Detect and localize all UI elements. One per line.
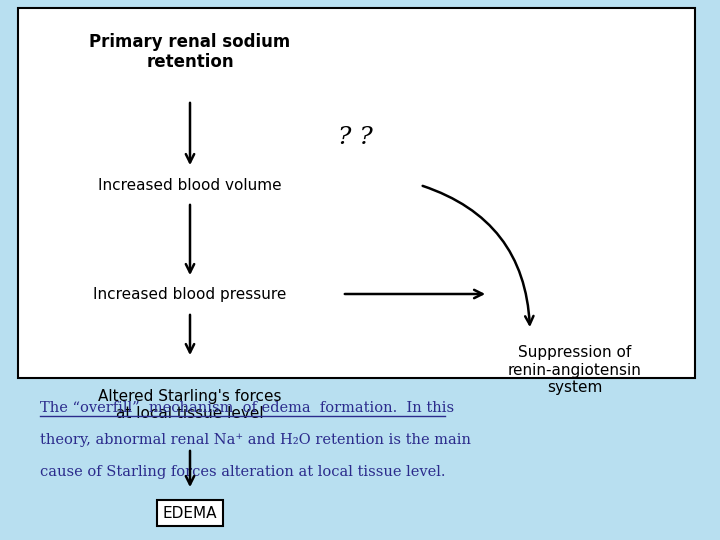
Text: cause of Starling forces alteration at local tissue level.: cause of Starling forces alteration at l… (40, 465, 446, 479)
Text: theory, abnormal renal Na⁺ and H₂O retention is the main: theory, abnormal renal Na⁺ and H₂O reten… (40, 433, 471, 447)
FancyBboxPatch shape (18, 8, 695, 378)
Text: The “overfill”  mechanism  of edema  formation.  In this: The “overfill” mechanism of edema format… (40, 401, 454, 415)
Text: EDEMA: EDEMA (163, 505, 217, 521)
Text: Increased blood volume: Increased blood volume (98, 178, 282, 192)
Text: ? ?: ? ? (338, 126, 372, 150)
Text: Suppression of
renin-angiotensin
system: Suppression of renin-angiotensin system (508, 345, 642, 395)
Text: Increased blood pressure: Increased blood pressure (94, 287, 287, 301)
Text: Altered Starling's forces
at local tissue level: Altered Starling's forces at local tissu… (98, 389, 282, 421)
Text: Primary renal sodium
retention: Primary renal sodium retention (89, 32, 291, 71)
